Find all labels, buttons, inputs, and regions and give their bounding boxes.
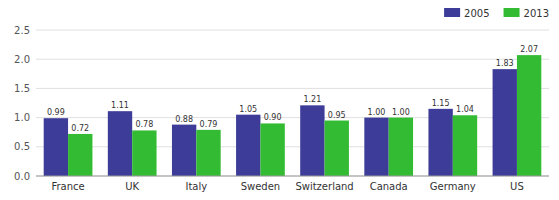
legend-item: 2013 — [504, 8, 549, 19]
bar — [428, 109, 452, 176]
y-axis: 0.0 0.5 1.0 1.5 2.0 2.5 — [14, 25, 549, 182]
bar — [453, 115, 477, 176]
bar — [68, 134, 92, 176]
bar — [108, 111, 132, 176]
bar — [132, 130, 156, 176]
grid-line — [36, 176, 549, 177]
chart: 0.0 0.5 1.0 1.5 2.0 2.5 0.99 1.11 0.88 1.05 1.21 1.… — [0, 0, 559, 200]
y-tick-label: 1.0 — [14, 112, 30, 123]
bar — [364, 118, 388, 176]
data-label: 0.99 — [47, 108, 65, 117]
grid-line — [36, 30, 549, 31]
data-label: 2.07 — [520, 45, 538, 54]
bar — [44, 118, 68, 176]
grid-line — [36, 59, 549, 60]
legend: 2005 2013 — [444, 8, 549, 19]
data-label: 1.15 — [432, 99, 450, 108]
grid-line — [36, 88, 549, 89]
y-tick-label: 0.0 — [14, 171, 30, 182]
data-label: 1.83 — [496, 59, 514, 68]
x-tick-label: Sweden — [241, 181, 281, 192]
legend-label: 2013 — [524, 8, 549, 19]
data-label: 0.88 — [175, 115, 193, 124]
bar — [260, 123, 284, 176]
legend-item: 2005 — [444, 8, 489, 19]
data-label: 0.72 — [71, 124, 89, 133]
data-label: 1.11 — [111, 101, 129, 110]
x-tick-label: Canada — [370, 181, 408, 192]
legend-swatch — [504, 8, 520, 17]
y-tick-label: 1.5 — [14, 83, 30, 94]
bar — [517, 55, 541, 176]
x-axis: France UK Italy Sweden Switzerland Canada Germ… — [36, 176, 549, 192]
data-labels: 0.99 1.11 0.88 1.05 1.21 1.00 1.15 1.83 0.72 0.78… — [47, 45, 538, 133]
bar — [493, 69, 517, 176]
x-tick-label: Germany — [430, 181, 476, 192]
bars — [44, 55, 542, 176]
bar — [196, 130, 220, 176]
data-label: 0.79 — [200, 120, 218, 129]
y-tick-label: 2.0 — [14, 54, 30, 65]
bar — [325, 121, 349, 176]
data-label: 1.05 — [239, 105, 257, 114]
legend-swatch — [444, 8, 460, 17]
x-tick-label: Switzerland — [295, 181, 353, 192]
bar — [389, 118, 413, 176]
data-label: 0.78 — [135, 120, 153, 129]
y-tick-label: 0.5 — [14, 141, 30, 152]
legend-label: 2005 — [464, 8, 489, 19]
bar — [172, 125, 196, 176]
bar — [236, 115, 260, 176]
x-axis-line — [36, 176, 549, 177]
data-label: 1.00 — [368, 108, 386, 117]
x-tick-label: Italy — [185, 181, 207, 192]
data-label: 1.21 — [303, 95, 321, 104]
data-label: 1.00 — [392, 108, 410, 117]
x-tick-label: France — [51, 181, 84, 192]
data-label: 0.95 — [328, 111, 346, 120]
x-tick-label: UK — [125, 181, 139, 192]
y-tick-label: 2.5 — [14, 25, 30, 36]
x-tick-label: US — [510, 181, 524, 192]
bar — [300, 105, 324, 176]
data-label: 0.90 — [264, 113, 282, 122]
data-label: 1.04 — [456, 105, 474, 114]
